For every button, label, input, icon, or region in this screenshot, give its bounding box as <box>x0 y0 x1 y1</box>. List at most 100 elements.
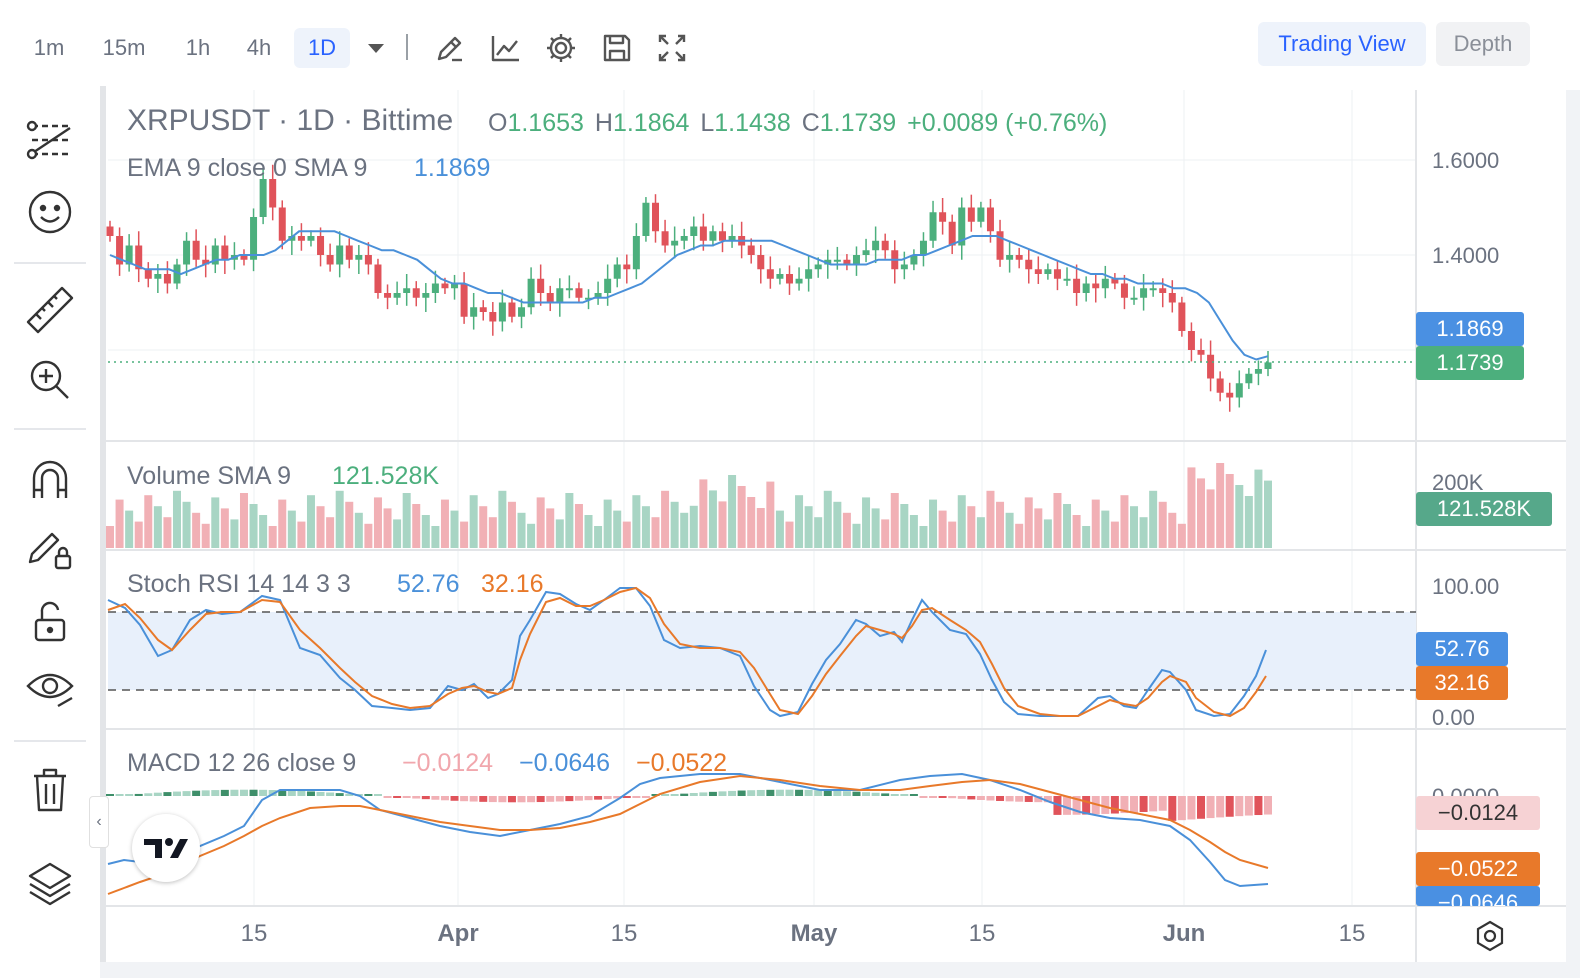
fullscreen-icon[interactable] <box>654 30 690 66</box>
macd-hist-bar <box>766 789 775 796</box>
hide-eye-icon[interactable] <box>22 658 78 714</box>
candle-body <box>881 240 889 251</box>
candle-body <box>575 288 583 298</box>
macd-hist-bar <box>498 796 507 803</box>
trash-icon[interactable] <box>22 762 78 818</box>
volume-bar <box>1149 490 1158 548</box>
macd-hist-bar <box>316 791 325 796</box>
macd-hist-bar <box>1110 796 1119 814</box>
volume-bar <box>919 526 928 548</box>
volume-bar <box>421 515 430 548</box>
volume-bar <box>1053 493 1062 548</box>
macd-hist-bar <box>1197 796 1206 819</box>
draw-pencil-icon[interactable] <box>432 30 468 66</box>
macd-hist-bar <box>728 790 737 796</box>
macd-hist-bar <box>469 796 478 802</box>
tradingview-logo[interactable] <box>132 814 200 882</box>
fib-retracement-icon[interactable] <box>22 112 78 168</box>
macd-hist-bar <box>1120 796 1129 814</box>
depth-button[interactable]: Depth <box>1436 22 1530 66</box>
candle-body <box>1178 302 1186 331</box>
timeframe-1m[interactable]: 1m <box>33 35 65 60</box>
volume-bar <box>287 510 296 548</box>
save-icon[interactable] <box>599 30 635 66</box>
macd-hist-bar <box>1130 796 1139 813</box>
volume-bar <box>1110 521 1119 548</box>
lock-drawings-icon[interactable] <box>22 522 78 578</box>
volume-legend-label: Volume SMA 9 <box>127 462 291 490</box>
zoom-in-icon[interactable] <box>22 352 78 408</box>
candle-body <box>403 288 411 293</box>
macd-hist-bar <box>460 796 469 802</box>
candle-body <box>747 245 755 255</box>
macd-hist-bar <box>239 789 248 796</box>
macd-hist-bar <box>527 796 536 803</box>
indicators-icon[interactable] <box>488 30 524 66</box>
timeframe-dropdown-icon[interactable] <box>358 30 394 66</box>
candle-body <box>1197 350 1205 355</box>
candle-body <box>805 269 813 279</box>
macd-hist-bar <box>957 796 966 799</box>
volume-bar <box>756 508 765 548</box>
macd-hist-bar <box>278 790 287 796</box>
candle-body <box>412 288 420 298</box>
volume-bar <box>862 497 871 548</box>
trading-view-button[interactable]: Trading View <box>1258 22 1426 66</box>
timeframe-1h[interactable]: 1h <box>185 35 211 60</box>
volume-bar <box>1187 467 1196 548</box>
chart-area[interactable] <box>100 86 1566 962</box>
candle-body <box>585 297 593 300</box>
volume-bar <box>354 512 363 548</box>
candle-body <box>489 312 497 322</box>
volume-bar <box>326 517 335 548</box>
candle-body <box>967 207 975 222</box>
macd-hist-bar <box>584 796 593 801</box>
candle-body <box>757 255 765 270</box>
emoji-smile-icon[interactable] <box>22 184 78 240</box>
volume-bar <box>1177 523 1186 548</box>
candle-body <box>766 269 774 279</box>
macd-hist-bar <box>881 793 890 796</box>
chart-settings-icon[interactable] <box>1472 918 1508 954</box>
volume-bar <box>373 497 382 548</box>
candle-body <box>1025 259 1033 270</box>
collapse-toolbar-button[interactable]: ‹ <box>89 796 109 848</box>
volume-bar <box>842 512 851 548</box>
macd-hist-bar <box>440 796 449 801</box>
macd-hist-bar <box>287 790 296 796</box>
macd-signal-line <box>107 774 1269 895</box>
stoch-k-line <box>107 587 1267 718</box>
macd-hist-bar <box>651 794 660 796</box>
volume-bar <box>211 497 220 548</box>
candle-body <box>929 212 937 241</box>
timeframe-1d[interactable]: 1D <box>294 28 350 68</box>
macd-hist-bar <box>393 796 402 798</box>
volume-bar <box>306 495 315 548</box>
volume-bar <box>125 510 134 548</box>
volume-bar <box>144 495 153 548</box>
candle-body <box>642 202 650 236</box>
volume-bar <box>775 510 784 548</box>
timeframe-15m[interactable]: 15m <box>102 35 146 60</box>
volume-bar <box>1024 497 1033 548</box>
settings-gear-icon[interactable] <box>543 30 579 66</box>
magnet-icon[interactable] <box>22 452 78 508</box>
volume-bar <box>948 521 957 548</box>
pane-separators <box>106 90 1566 962</box>
time-label: 15 <box>968 920 996 947</box>
unlock-icon[interactable] <box>22 594 78 650</box>
volume-bar <box>316 506 325 548</box>
macd-hist-pill: −0.0124 <box>1416 796 1540 830</box>
candle-body <box>986 207 994 232</box>
timeframe-4h[interactable]: 4h <box>246 35 272 60</box>
macd-hist-bar <box>632 796 641 798</box>
layers-icon[interactable] <box>22 856 78 912</box>
ruler-measure-icon[interactable] <box>22 282 78 338</box>
macd-hist-bar <box>1158 796 1167 811</box>
volume-bar <box>766 481 775 548</box>
macd-hist-bar <box>364 794 373 796</box>
high-value: 1.1864 <box>612 109 690 137</box>
macd-hist-bar <box>517 796 526 803</box>
volume-bar <box>574 504 583 548</box>
